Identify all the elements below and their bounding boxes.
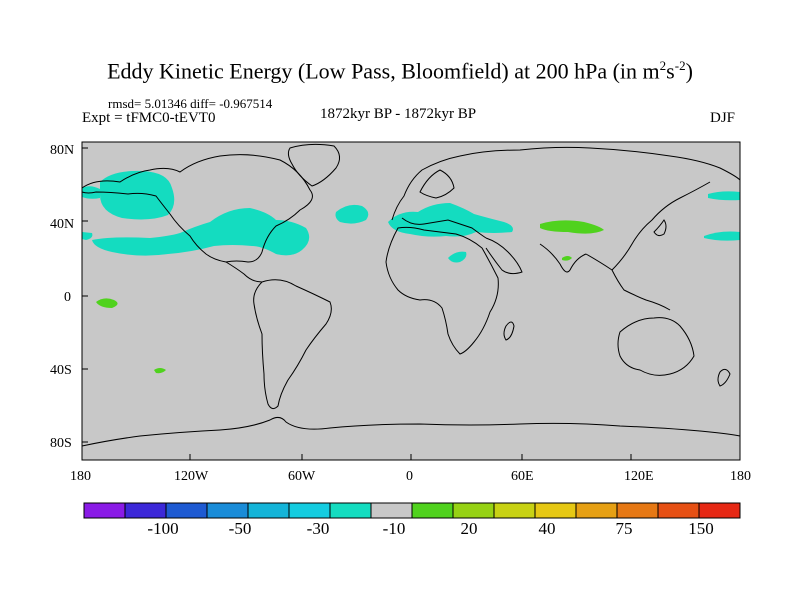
lon-tick-60e: 60E <box>511 469 534 484</box>
anomaly-patch <box>540 220 604 234</box>
colorbar-segment <box>575 502 618 519</box>
stats-text: rmsd= 5.01346 diff= -0.967514 <box>108 96 273 111</box>
colorbar-segment <box>616 502 659 519</box>
colorbar-segment <box>411 502 454 519</box>
anomaly-patch <box>96 298 118 308</box>
arabia-coast <box>485 237 523 275</box>
colorbar-label: 40 <box>538 519 556 538</box>
europe-asia-coast <box>391 146 741 221</box>
mediterranean-coast <box>401 217 487 239</box>
colorbar-label: -10 <box>382 519 406 538</box>
anomaly-patch <box>335 204 369 224</box>
lon-tick-180e: 180 <box>730 469 751 484</box>
madagascar-coast <box>503 321 515 341</box>
lon-tick-60w: 60W <box>288 469 316 484</box>
anomaly-patch <box>154 368 166 374</box>
colorbar-segment <box>124 502 167 519</box>
colorbar-segment <box>370 502 413 519</box>
anomaly-patch <box>448 251 467 263</box>
anomaly-patch <box>704 231 740 241</box>
colorbar-label: 150 <box>688 519 714 538</box>
colorbar-segment <box>657 502 700 519</box>
lon-tick-120w: 120W <box>174 469 209 484</box>
coastlines <box>81 143 741 447</box>
anomaly-patch <box>562 256 572 261</box>
colorbar-label: -30 <box>306 519 330 538</box>
lon-tick-180w: 180 <box>70 469 91 484</box>
australia-coast <box>617 317 695 376</box>
colorbar-segment <box>534 502 577 519</box>
colorbar-label: 20 <box>460 519 478 538</box>
anomaly-patch <box>388 203 513 237</box>
south-america-coast <box>253 279 332 410</box>
new-zealand-coast <box>717 368 731 387</box>
axis-ticks <box>82 147 632 460</box>
colorbar-label: -100 <box>147 519 179 538</box>
antarctica-coast <box>81 416 741 447</box>
lon-tick-120e: 120E <box>624 469 654 484</box>
colorbar-segment <box>493 502 536 519</box>
japan-coast <box>653 219 667 237</box>
anomaly-patch <box>708 191 740 201</box>
colorbar-segment <box>165 502 208 519</box>
anomaly-patches <box>82 170 740 374</box>
map-title: Eddy Kinetic Energy (Low Pass, Bloomfiel… <box>107 58 693 84</box>
period-label: 1872kyr BP - 1872kyr BP <box>320 106 477 122</box>
southeast-asia-coast <box>585 253 671 311</box>
anomaly-patch <box>82 232 93 240</box>
anomaly-patch <box>92 208 310 256</box>
north-america-coast <box>81 154 313 263</box>
ocean-background <box>82 142 740 460</box>
east-asia-coast <box>611 181 711 271</box>
india-coast <box>539 243 587 273</box>
lat-tick-80s: 80S <box>50 436 72 451</box>
colorbar-label: 75 <box>615 519 633 538</box>
colorbar-segment <box>288 502 331 519</box>
colorbar-segment <box>206 502 249 519</box>
greenland-coast <box>287 143 340 187</box>
lat-tick-80n: 80N <box>50 143 75 158</box>
colorbar-segment <box>698 502 741 519</box>
colorbar-segment <box>83 502 126 519</box>
africa-coast <box>385 226 499 355</box>
central-america-coast <box>225 261 263 283</box>
colorbar-label: -50 <box>228 519 252 538</box>
lon-tick-0: 0 <box>406 469 413 484</box>
lat-tick-40n: 40N <box>50 217 75 232</box>
anomaly-patch <box>100 170 175 220</box>
colorbar-segment <box>247 502 290 519</box>
experiment-label: Expt = tFMC0-tEVT0 <box>82 110 216 126</box>
colorbar <box>83 502 741 519</box>
season-label: DJF <box>710 110 736 126</box>
lat-tick-0: 0 <box>64 290 71 305</box>
lat-tick-40s: 40S <box>50 363 72 378</box>
colorbar-segment <box>452 502 495 519</box>
scandinavia-coast <box>419 169 455 199</box>
colorbar-segment <box>329 502 372 519</box>
